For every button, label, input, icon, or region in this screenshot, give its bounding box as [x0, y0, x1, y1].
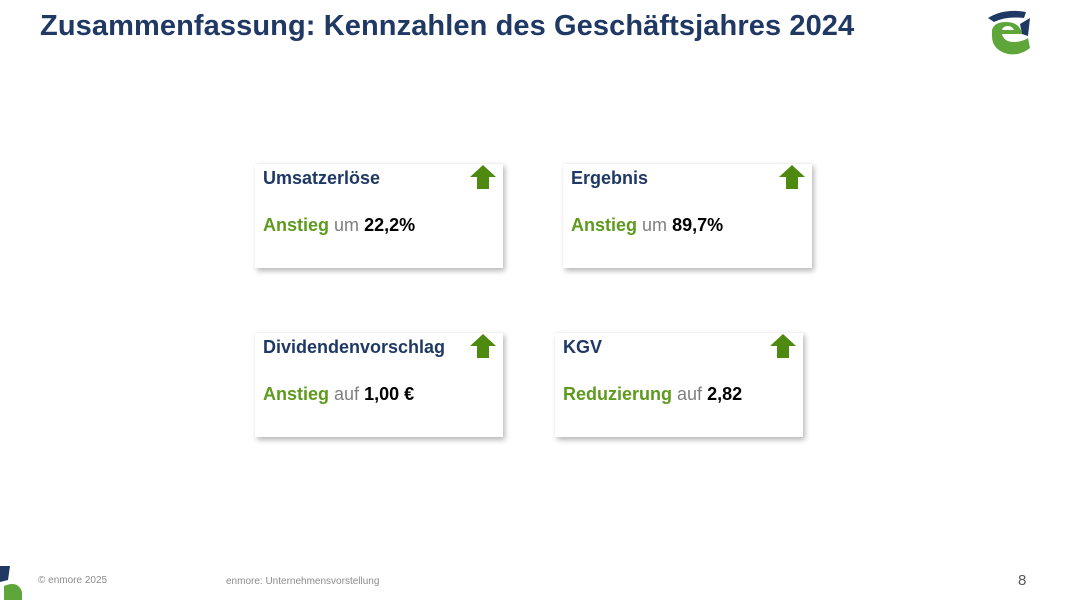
arrow-up-icon — [779, 165, 805, 189]
kpi-connector: auf — [334, 384, 360, 404]
kpi-card-heading: Ergebnis — [571, 168, 649, 188]
kpi-keyword: Reduzierung — [563, 384, 673, 404]
kpi-keyword: Anstieg — [571, 215, 638, 235]
kpi-card-umsatzerloese: Umsatzerlöse Anstieg um 22,2% — [255, 163, 503, 268]
kpi-card-kgv: KGV Reduzierung auf 2,82 — [555, 332, 803, 437]
kpi-card-statement: Reduzierung auf 2,82 — [563, 384, 742, 405]
footer-copyright: © enmore 2025 — [38, 575, 108, 586]
enmore-logo — [988, 10, 1030, 55]
corner-logo-mark — [0, 566, 22, 600]
page-number: 8 — [1018, 572, 1027, 589]
kpi-card-heading: Umsatzerlöse — [263, 168, 381, 188]
page-title: Zusammenfassung: Kennzahlen des Geschäft… — [40, 10, 855, 42]
kpi-card-statement: Anstieg auf 1,00 € — [263, 384, 414, 405]
kpi-card-statement: Anstieg um 89,7% — [571, 215, 723, 236]
kpi-value: 22,2% — [364, 215, 416, 235]
kpi-keyword: Anstieg — [263, 384, 330, 404]
kpi-card-heading: KGV — [563, 337, 603, 357]
kpi-connector: um — [642, 215, 668, 235]
kpi-card-dividendenvorschlag: Dividendenvorschlag Anstieg auf 1,00 € — [255, 332, 503, 437]
kpi-connector: um — [334, 215, 360, 235]
arrow-up-icon — [770, 334, 796, 358]
kpi-value: 1,00 € — [364, 384, 415, 404]
kpi-card-ergebnis: Ergebnis Anstieg um 89,7% — [563, 163, 812, 268]
kpi-keyword: Anstieg — [263, 215, 330, 235]
arrow-up-icon — [470, 165, 496, 189]
kpi-value: 2,82 — [707, 384, 743, 404]
kpi-card-statement: Anstieg um 22,2% — [263, 215, 415, 236]
arrow-up-icon — [470, 334, 496, 358]
footer-presentation-title: enmore: Unternehmensvorstellung — [226, 576, 380, 587]
kpi-card-heading: Dividendenvorschlag — [263, 337, 446, 357]
kpi-value: 89,7% — [672, 215, 724, 235]
kpi-connector: auf — [677, 384, 703, 404]
